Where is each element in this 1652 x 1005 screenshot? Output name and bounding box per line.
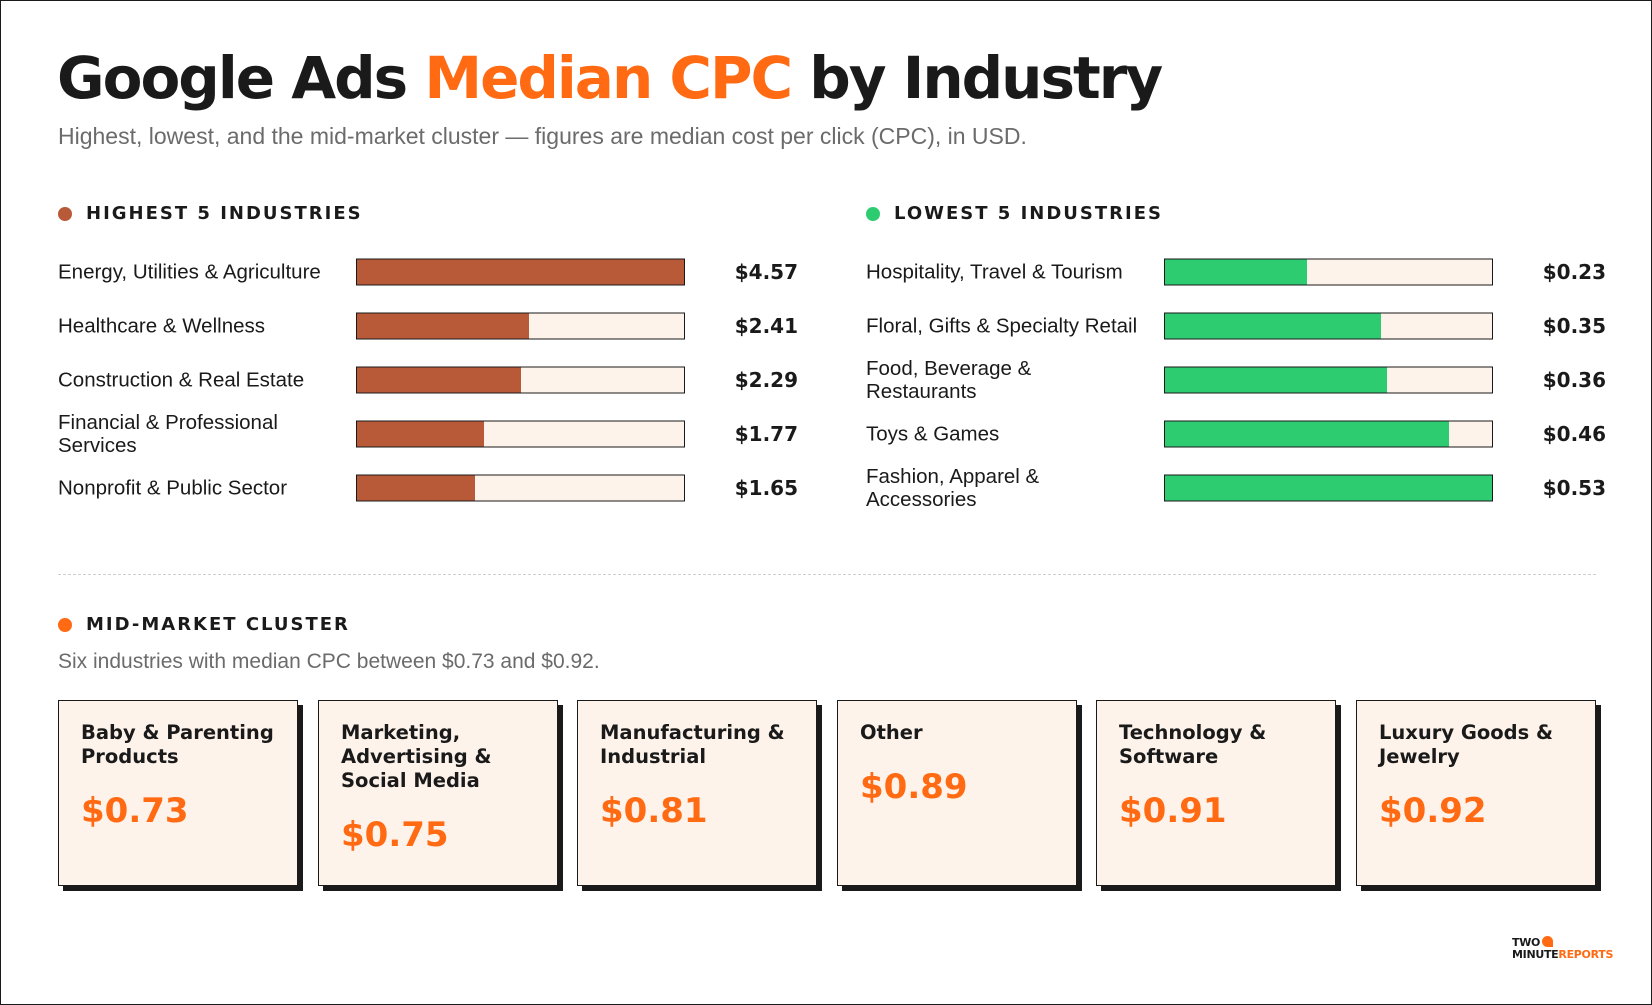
card-value: $0.81 (600, 791, 708, 831)
lowest-bar (1165, 421, 1449, 447)
mid-market-cards: Baby & Parenting Products $0.73 Marketin… (58, 700, 1596, 890)
highest-category-label: Energy, Utilities & Agriculture (58, 260, 321, 284)
lowest-bar-track (1164, 312, 1493, 340)
highest-value-label: $2.41 (734, 314, 798, 338)
lowest-dot-icon (866, 206, 880, 221)
lowest-category-label: Food, Beverage & Restaurants (866, 357, 1032, 403)
highest-bar (357, 367, 521, 393)
lowest-bar-row: Food, Beverage & Restaurants $0.36 (866, 350, 1606, 410)
mid-market-card: Technology & Software $0.91 (1096, 700, 1336, 886)
highest-category-label: Healthcare & Wellness (58, 314, 265, 338)
section-divider (58, 574, 1596, 575)
lowest-bar-track (1164, 420, 1493, 448)
highest-bar-track (356, 366, 685, 394)
brand-logo: TWO MINUTEREPORTS (1512, 936, 1613, 961)
highest-value-label: $1.65 (734, 476, 798, 500)
mid-market-card: Luxury Goods & Jewelry $0.92 (1356, 700, 1596, 886)
card-label: Manufacturing & Industrial (600, 721, 785, 768)
highest-category-label: Financial & Professional Services (58, 411, 278, 457)
card-value: $0.89 (860, 767, 968, 807)
mid-market-dot-icon (58, 617, 72, 632)
highest-bar-track (356, 258, 685, 286)
highest-bar-row: Financial & Professional Services $1.77 (58, 404, 798, 464)
logo-line-1: TWO (1512, 936, 1541, 949)
lowest-section-title: LOWEST 5 INDUSTRIES (894, 203, 1163, 224)
lowest-bar-track (1164, 258, 1493, 286)
highest-category-label: Construction & Real Estate (58, 368, 305, 392)
card-label: Technology & Software (1119, 721, 1267, 768)
title-suffix: by Industry (791, 44, 1163, 112)
card-label: Other (860, 721, 923, 744)
highest-bar (357, 259, 684, 285)
lowest-bar-row: Fashion, Apparel & Accessories $0.53 (866, 458, 1606, 518)
highest-bar-row: Nonprofit & Public Sector $1.65 (58, 458, 798, 518)
highest-bar (357, 421, 484, 447)
lowest-category-label: Floral, Gifts & Specialty Retail (866, 314, 1138, 338)
lowest-value-label: $0.53 (1542, 476, 1606, 500)
mid-market-subtitle: Six industries with median CPC between $… (58, 650, 600, 673)
highest-bar (357, 313, 530, 339)
page-subtitle: Highest, lowest, and the mid-market clus… (58, 123, 1027, 149)
mid-market-card: Marketing, Advertising & Social Media $0… (318, 700, 558, 886)
lowest-bar (1165, 259, 1307, 285)
lowest-bar-row: Hospitality, Travel & Tourism $0.23 (866, 242, 1606, 302)
lowest-value-label: $0.46 (1542, 422, 1606, 446)
highest-bar-row: Construction & Real Estate $2.29 (58, 350, 798, 410)
lowest-category-label: Hospitality, Travel & Tourism (866, 260, 1123, 284)
highest-bar (357, 475, 476, 501)
highest-bar-track (356, 420, 685, 448)
card-label: Luxury Goods & Jewelry (1379, 721, 1554, 768)
highest-dot-icon (58, 206, 72, 221)
card-value: $0.91 (1119, 791, 1227, 831)
lowest-value-label: $0.36 (1542, 368, 1606, 392)
lowest-value-label: $0.23 (1542, 260, 1606, 284)
highest-bar-row: Energy, Utilities & Agriculture $4.57 (58, 242, 798, 302)
lowest-bar (1165, 475, 1492, 501)
lowest-category-label: Fashion, Apparel & Accessories (866, 465, 1040, 511)
highest-value-label: $2.29 (734, 368, 798, 392)
logo-line-3: REPORTS (1558, 948, 1614, 961)
card-label: Marketing, Advertising & Social Media (341, 721, 492, 792)
highest-bar-row: Healthcare & Wellness $2.41 (58, 296, 798, 356)
highest-value-label: $4.57 (734, 260, 798, 284)
lowest-bar-row: Toys & Games $0.46 (866, 404, 1606, 464)
card-value: $0.75 (341, 815, 449, 855)
lowest-bar (1165, 367, 1388, 393)
highest-value-label: $1.77 (734, 422, 798, 446)
mid-market-card: Baby & Parenting Products $0.73 (58, 700, 298, 886)
highest-category-label: Nonprofit & Public Sector (58, 476, 288, 500)
lowest-bar (1165, 313, 1381, 339)
page-title: Google Ads Median CPC by Industry (57, 43, 1163, 113)
lowest-section-heading: LOWEST 5 INDUSTRIES (866, 203, 1163, 224)
mid-market-title: MID-MARKET CLUSTER (86, 614, 350, 635)
highest-section-title: HIGHEST 5 INDUSTRIES (86, 203, 363, 224)
lowest-industries-chart: Hospitality, Travel & Tourism $0.23 Floral… (866, 242, 1606, 562)
highest-section-heading: HIGHEST 5 INDUSTRIES (58, 203, 363, 224)
title-accent: Median CPC (424, 44, 793, 112)
lowest-bar-track (1164, 474, 1493, 502)
card-label: Baby & Parenting Products (81, 721, 274, 768)
logo-mark-icon (1542, 936, 1554, 947)
highest-industries-chart: Energy, Utilities & Agriculture $4.57 Heal… (58, 242, 798, 562)
mid-market-card: Other $0.89 (837, 700, 1077, 886)
lowest-category-label: Toys & Games (866, 422, 1000, 446)
highest-bar-track (356, 312, 685, 340)
mid-market-card: Manufacturing & Industrial $0.81 (577, 700, 817, 886)
lowest-bar-row: Floral, Gifts & Specialty Retail $0.35 (866, 296, 1606, 356)
lowest-bar-track (1164, 366, 1493, 394)
lowest-value-label: $0.35 (1542, 314, 1606, 338)
highest-bar-track (356, 474, 685, 502)
logo-line-2: MINUTE (1512, 948, 1559, 961)
mid-market-heading: MID-MARKET CLUSTER (58, 614, 350, 635)
title-prefix: Google Ads (57, 44, 425, 112)
card-value: $0.92 (1379, 791, 1487, 831)
card-value: $0.73 (81, 791, 189, 831)
